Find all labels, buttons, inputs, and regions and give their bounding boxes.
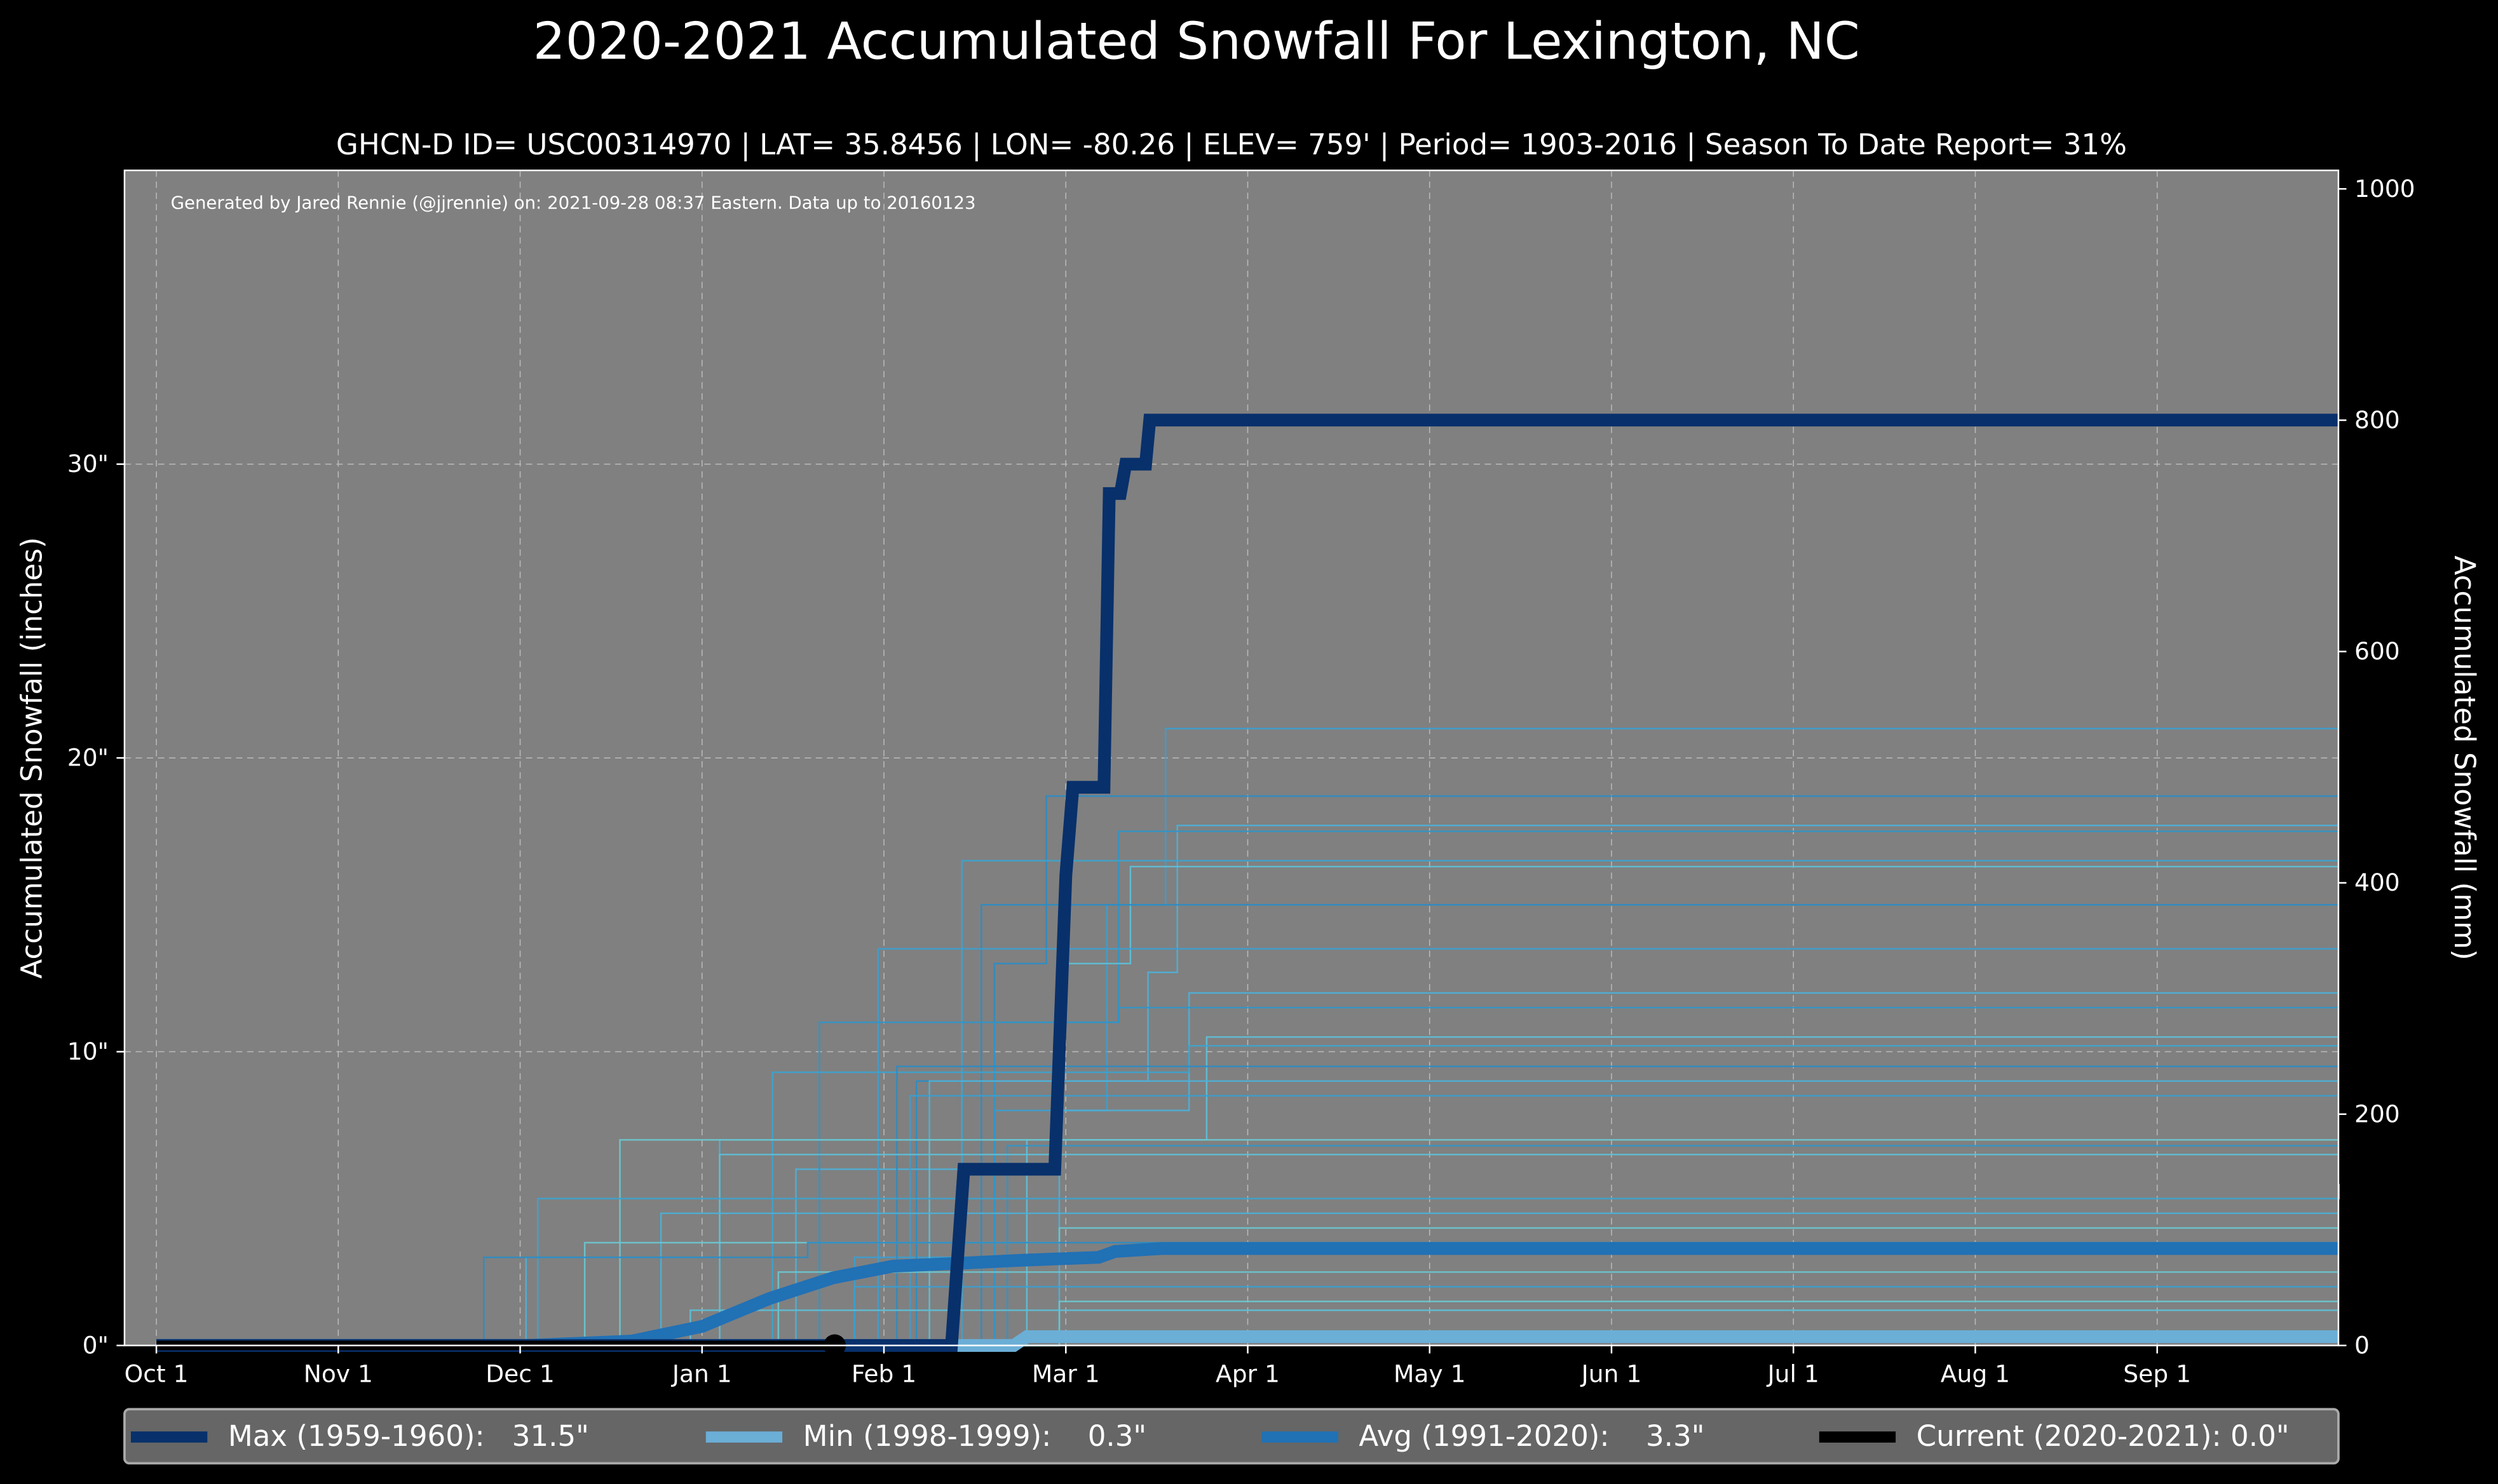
x-tick-label: Apr 1: [1216, 1360, 1280, 1388]
x-tick-label: Nov 1: [304, 1360, 373, 1388]
y-tick-label: 30": [67, 450, 109, 478]
y-right-tick-label: 600: [2354, 637, 2400, 665]
x-tick-label: Jun 1: [1580, 1360, 1642, 1388]
series-line-max: [156, 414, 2339, 1352]
legend-swatch: [1819, 1431, 1896, 1443]
y-right-tick-label: 0: [2354, 1331, 2370, 1359]
chart-title: 2020-2021 Accumulated Snowfall For Lexin…: [533, 12, 1860, 71]
x-tick-label: Aug 1: [1941, 1360, 2010, 1388]
x-tick-label: Jul 1: [1767, 1360, 1819, 1388]
legend-swatch: [1261, 1431, 1338, 1443]
x-tick-label: Jan 1: [671, 1360, 732, 1388]
y-right-tick-label: 400: [2354, 868, 2400, 896]
x-tick-label: Sep 1: [2123, 1360, 2191, 1388]
y-axis-right-ticks: 0 200 400 600 800 1000: [2338, 175, 2415, 1359]
legend-swatch: [705, 1431, 783, 1443]
x-tick-label: May 1: [1394, 1360, 1466, 1388]
y-right-tick-label: 800: [2354, 406, 2400, 434]
legend: Max (1959-1960): 31.5" Min (1998-1999): 0…: [123, 1408, 2340, 1465]
x-tick-label: Mar 1: [1032, 1360, 1100, 1388]
x-tick-label: Feb 1: [852, 1360, 916, 1388]
legend-box: [123, 1408, 2340, 1465]
y-axis-ticks: 0" 10" 20" 30": [67, 450, 125, 1359]
legend-label: Avg (1991-2020): 3.3": [1359, 1419, 1704, 1453]
y-right-tick-label: 200: [2354, 1100, 2400, 1128]
y-tick-label: 10": [67, 1037, 109, 1065]
x-tick-label: Oct 1: [125, 1360, 189, 1388]
y-axis-label: Accumulated Snowfall (inches): [15, 537, 49, 979]
legend-label: Current (2020-2021): 0.0": [1917, 1419, 2290, 1453]
legend-label: Max (1959-1960): 31.5": [228, 1419, 589, 1453]
y-right-tick-label: 1000: [2354, 175, 2415, 203]
legend-swatch: [130, 1431, 208, 1443]
y-tick-label: 20": [67, 744, 109, 772]
x-axis-ticks: Oct 1 Nov 1 Dec 1 Jan 1 Feb 1 Mar 1 Apr 1 May 1…: [125, 1345, 2191, 1388]
y-tick-label: 0": [83, 1331, 109, 1359]
generated-note: Generated by Jared Rennie (@jjrennie) on…: [171, 192, 976, 213]
chart-subtitle: GHCN-D ID= USC00314970 | LAT= 35.8456 | …: [336, 128, 2127, 161]
legend-label: Min (1998-1999): 0.3": [803, 1419, 1147, 1453]
y-axis-right-label: Accumulated Snowfall (mm): [2448, 556, 2481, 961]
x-tick-label: Dec 1: [485, 1360, 555, 1388]
